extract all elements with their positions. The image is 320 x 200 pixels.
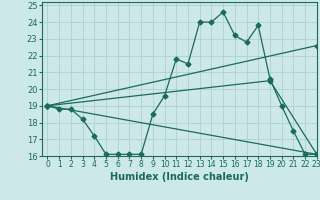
- X-axis label: Humidex (Indice chaleur): Humidex (Indice chaleur): [110, 172, 249, 182]
